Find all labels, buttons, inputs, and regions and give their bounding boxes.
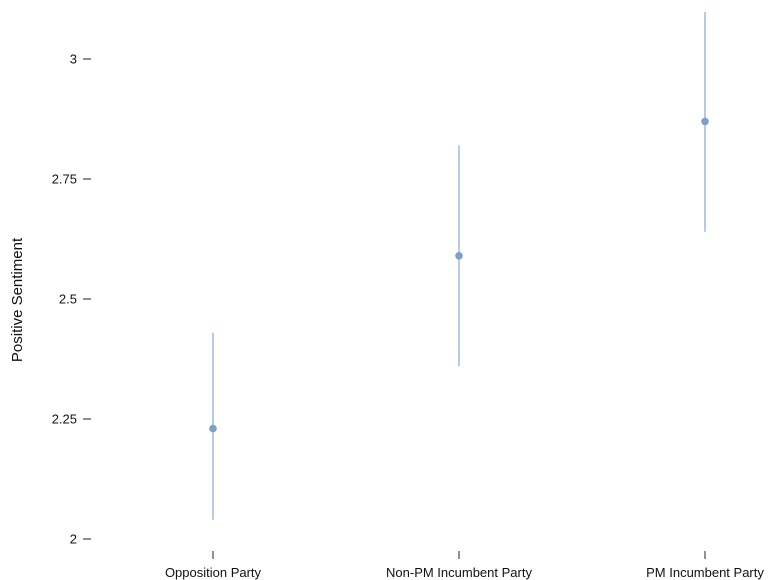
y-tick-label: 3 xyxy=(70,52,77,67)
y-axis-title: Positive Sentiment xyxy=(9,237,26,362)
data-point xyxy=(701,117,709,126)
y-tick-label: 2.75 xyxy=(52,172,77,187)
y-tick-label: 2 xyxy=(70,532,77,547)
x-axis: Opposition Party Non-PM Incumbent Party PM… xyxy=(165,551,764,580)
y-axis: 2 2.25 2.5 2.75 3 xyxy=(52,52,91,547)
plot-marks xyxy=(209,12,709,520)
x-tick-label: Opposition Party xyxy=(165,565,262,580)
x-tick-label: Non-PM Incumbent Party xyxy=(386,565,532,580)
x-tick-label: PM Incumbent Party xyxy=(646,565,764,580)
data-point xyxy=(455,252,463,260)
y-tick-label: 2.25 xyxy=(52,412,77,427)
data-point xyxy=(209,424,217,433)
y-tick-label: 2.5 xyxy=(59,292,77,307)
